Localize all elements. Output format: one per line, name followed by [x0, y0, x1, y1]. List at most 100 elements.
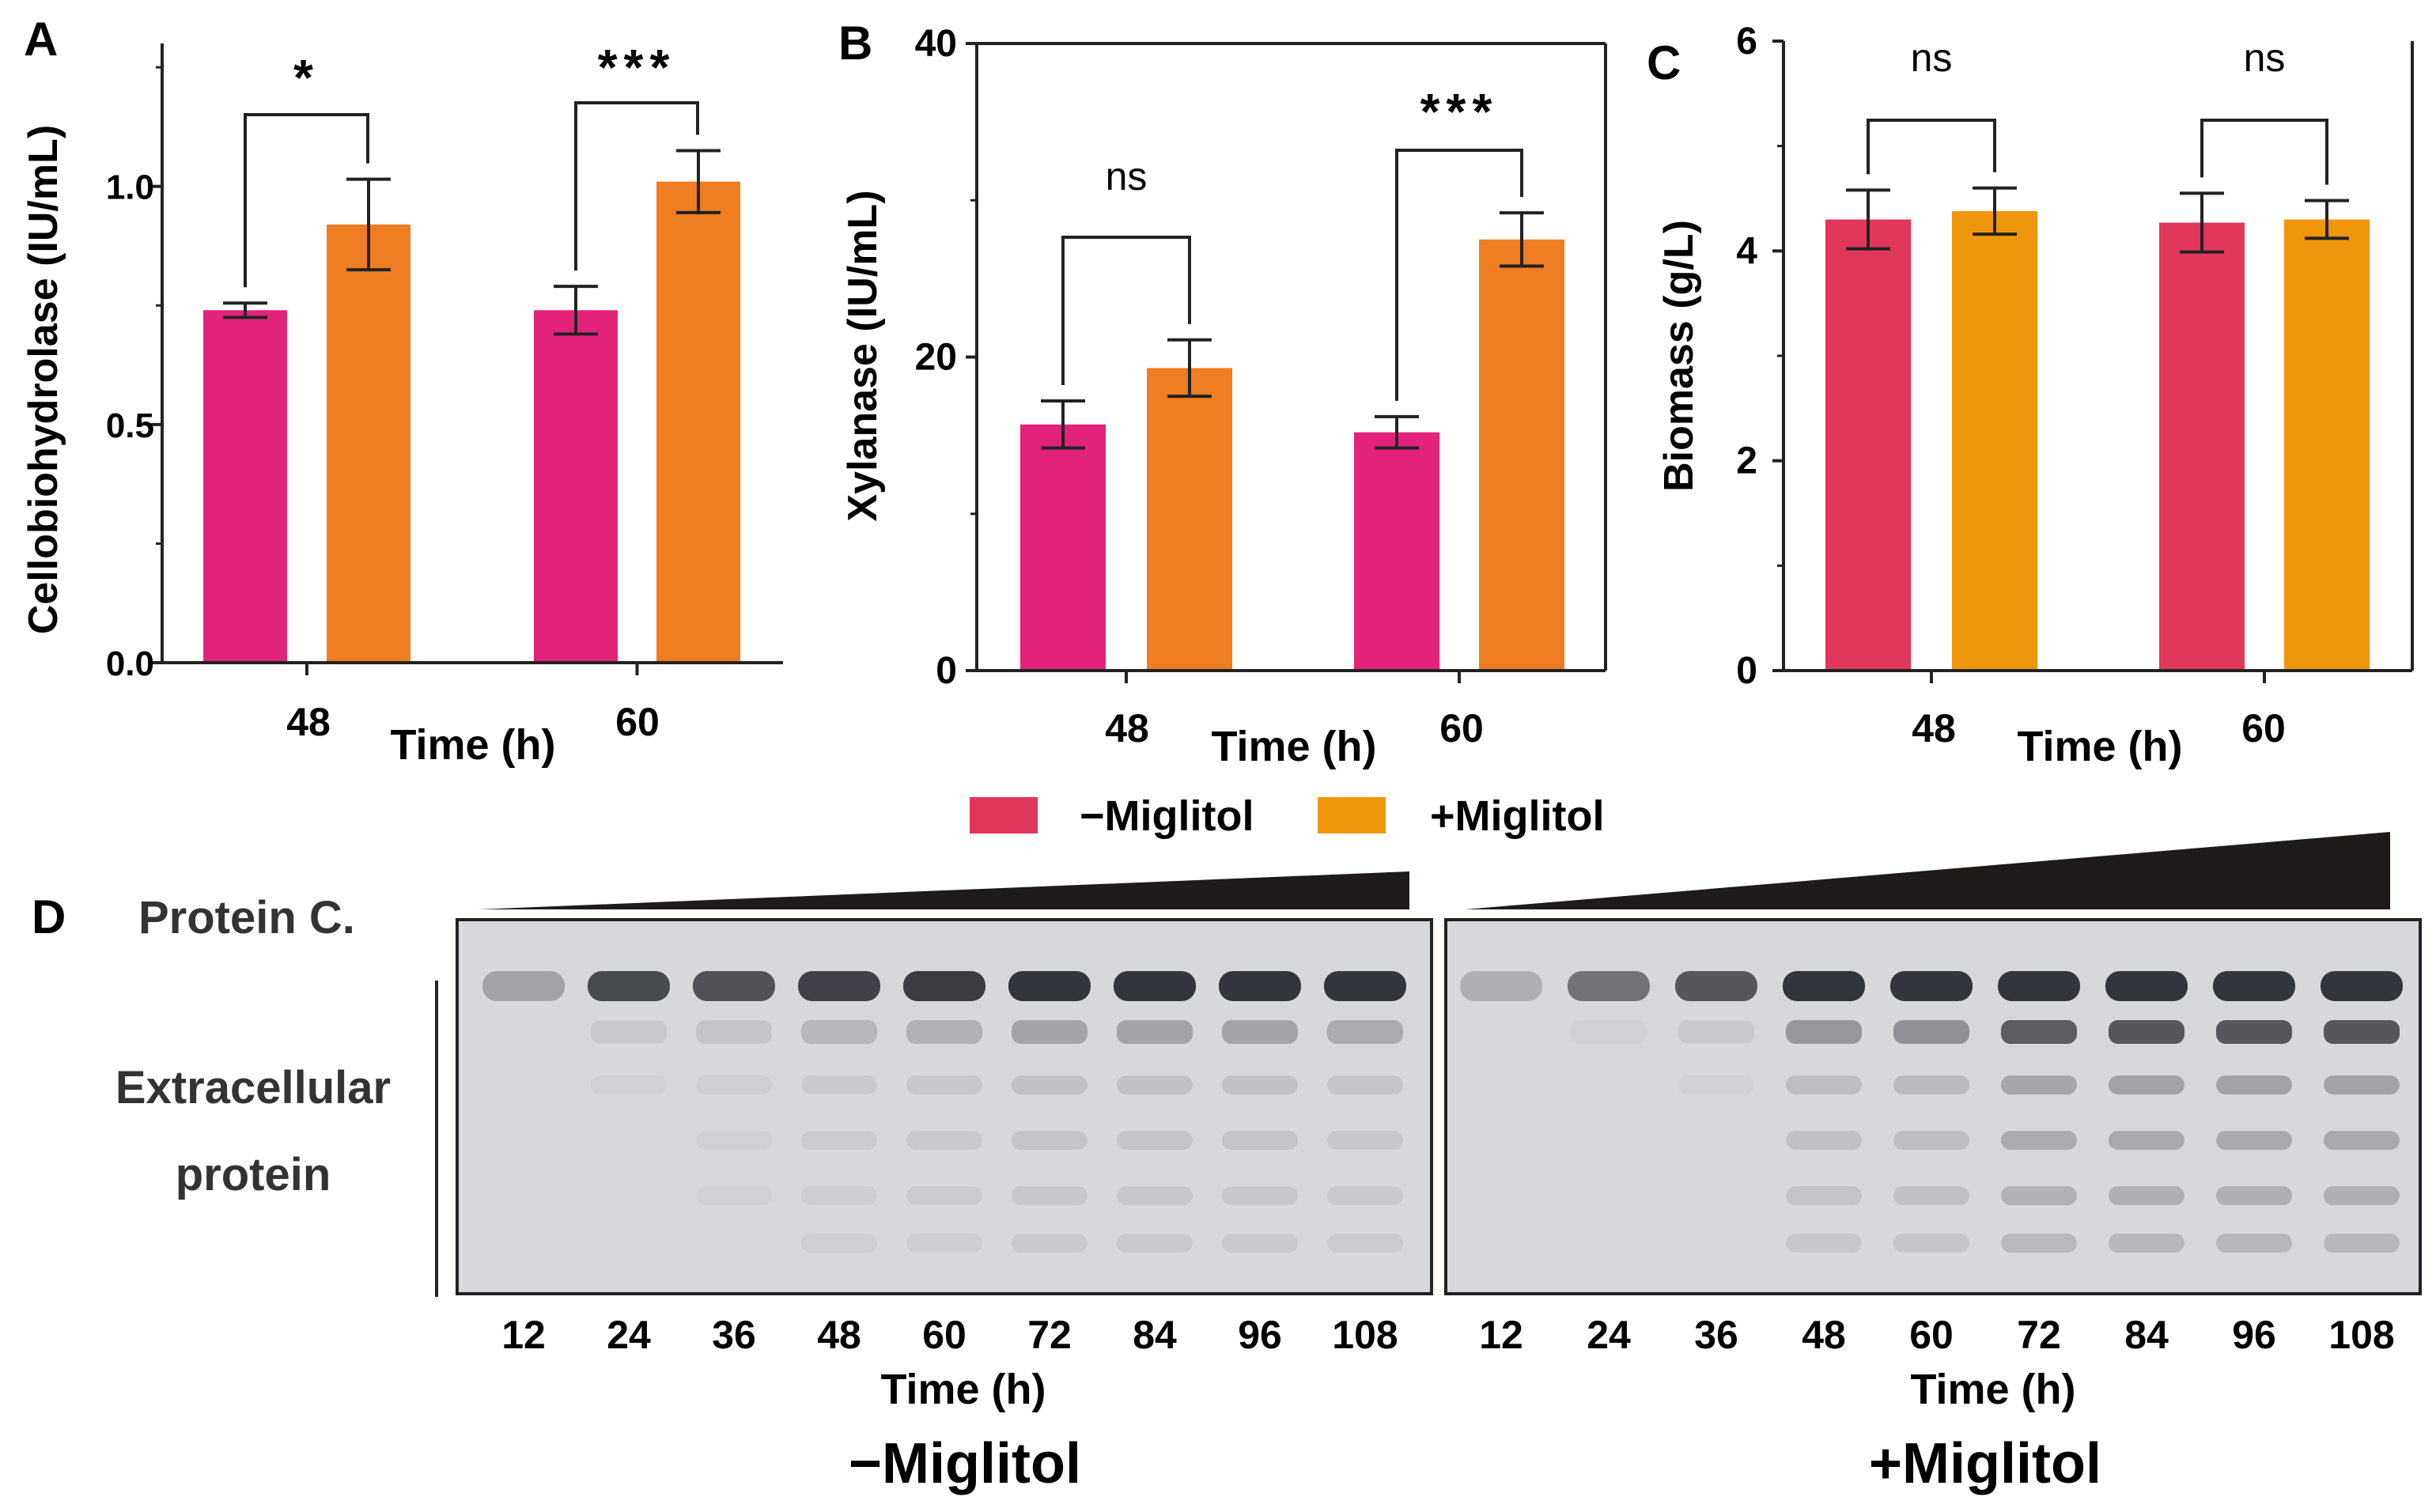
legend-label-plus: +Miglitol — [1430, 792, 1604, 840]
gel-band-minor — [1012, 1186, 1088, 1205]
gel-band-minor — [2001, 1186, 2077, 1205]
significance-label: *** — [1420, 83, 1499, 140]
gel-band-main — [798, 971, 880, 1001]
significance-label: ns — [1911, 36, 1953, 80]
significance-bracket — [574, 101, 699, 271]
gel-band-minor — [2109, 1186, 2184, 1205]
panel-c-axes: 0 2 4 6 48 60 ns ns — [1736, 21, 2414, 750]
gel-band-minor — [1012, 1131, 1088, 1150]
gel-band-main — [2213, 971, 2295, 1001]
gel-band-main — [693, 971, 775, 1001]
gel-band-minor — [2324, 1186, 2400, 1205]
gel-band-main — [1008, 971, 1091, 1001]
gel-band-minor — [1893, 1234, 1969, 1253]
gel-band-minor — [801, 1020, 877, 1044]
significance-bracket — [2200, 119, 2328, 185]
gel-band-minor — [2109, 1234, 2184, 1253]
gel-band-minor — [906, 1075, 982, 1094]
gel-band-minor — [1786, 1075, 1862, 1094]
gel-band-minor — [2216, 1075, 2292, 1094]
gel-group-label-minus: −Miglitol — [849, 1432, 1081, 1495]
panel-c-ylabel: Biomass (g/L) — [1656, 220, 1702, 492]
legend: −Miglitol +Miglitol — [970, 792, 1604, 840]
y-tick-label: 40 — [915, 23, 957, 65]
panel-a-xlabel: Time (h) — [390, 721, 555, 769]
gel-band-minor — [1786, 1234, 1862, 1253]
gel-band-minor — [1327, 1186, 1403, 1205]
bar — [1354, 432, 1439, 671]
gel-band-minor — [2109, 1020, 2184, 1044]
gel-band-minor — [801, 1186, 877, 1205]
panel-letter-a: A — [24, 13, 58, 66]
gel-group-label-plus: +Miglitol — [1869, 1432, 2101, 1495]
x-tick-label: 60 — [2241, 706, 2286, 750]
gel-band-minor — [1678, 1075, 1754, 1094]
gel-band-minor — [1222, 1131, 1298, 1150]
y-tick-label: 4 — [1736, 230, 1757, 272]
gel-band-minor — [2109, 1131, 2184, 1150]
gel-lane-label: 60 — [1909, 1313, 1954, 1357]
gel-band-minor — [1117, 1186, 1193, 1205]
gel-band-minor — [1893, 1075, 1969, 1094]
panel-b-axes: 0 20 40 48 60 ns *** — [915, 23, 1607, 750]
gel-band-main — [2321, 971, 2403, 1001]
panel-b-xlabel: Time (h) — [1211, 723, 1376, 770]
gel-lane-label: 84 — [1133, 1313, 1177, 1357]
gel-band-minor — [906, 1186, 982, 1205]
gel-band-minor — [801, 1234, 877, 1253]
gel-time-label-plus: Time (h) — [1910, 1366, 2075, 1413]
bar — [203, 310, 287, 663]
gel-band-minor — [1222, 1186, 1298, 1205]
gel-band-minor — [1117, 1131, 1193, 1150]
gel-lane-label: 48 — [817, 1313, 861, 1357]
gel-band-main — [1568, 971, 1650, 1001]
gel-lane-label: 96 — [1238, 1313, 1282, 1357]
gel-band-main — [1998, 971, 2080, 1001]
gel-band-minor — [1117, 1020, 1193, 1044]
gel-band-main — [588, 971, 670, 1001]
gel-band-minor — [801, 1075, 877, 1094]
x-tick-label: 60 — [1439, 706, 1484, 750]
y-tick-label: 0 — [1736, 650, 1757, 692]
gel-band-minor — [1327, 1131, 1403, 1150]
panel-a: A 0.00.51.048 60* *** Cellobiohydrolase (I… — [21, 13, 783, 769]
gel-band-minor — [1571, 1020, 1647, 1044]
gel-band-main — [1114, 971, 1196, 1001]
panel-c-xlabel: Time (h) — [2017, 723, 2182, 770]
protein-conc-label: Protein C. — [138, 892, 355, 943]
conc-wedge-minus — [478, 871, 1409, 909]
gel-lane-label: 12 — [1479, 1313, 1523, 1357]
gel-band-main — [482, 971, 565, 1001]
significance-bracket — [1395, 149, 1523, 401]
significance-bracket — [1867, 119, 1996, 175]
gel-band-minor — [801, 1131, 877, 1150]
gel-band-minor — [696, 1186, 772, 1205]
gel-band-minor — [1327, 1075, 1403, 1094]
gel-band-minor — [2109, 1075, 2184, 1094]
gel-band-minor — [1893, 1131, 1969, 1150]
x-tick-label: 48 — [286, 700, 331, 744]
gel-lane-label: 60 — [922, 1313, 966, 1357]
bar — [656, 181, 740, 663]
gel-band-minor — [2324, 1131, 2400, 1150]
gel-band-minor — [2216, 1186, 2292, 1205]
significance-label: * — [293, 49, 320, 106]
gel-lane-label: 72 — [2017, 1313, 2061, 1357]
y-tick-label: 20 — [915, 337, 957, 379]
conc-wedge-plus — [1465, 832, 2390, 909]
gel-band-minor — [906, 1131, 982, 1150]
significance-label: ns — [1106, 154, 1148, 198]
legend-swatch-minus — [970, 797, 1038, 833]
gel-band-minor — [906, 1020, 982, 1044]
gel-band-main — [1890, 971, 1973, 1001]
gel-band-minor — [696, 1131, 772, 1150]
bar — [327, 224, 410, 663]
bar — [1479, 239, 1564, 671]
gel-band-minor — [1222, 1020, 1298, 1044]
gel-band-minor — [1893, 1020, 1969, 1044]
gel-lane-label: 96 — [2232, 1313, 2276, 1357]
panel-letter-b: B — [838, 17, 872, 70]
panel-letter-c: C — [1647, 36, 1681, 89]
gel-lane-label: 108 — [1332, 1313, 1398, 1357]
